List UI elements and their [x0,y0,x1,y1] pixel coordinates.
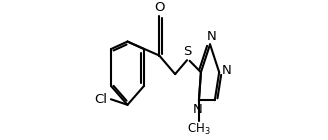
Text: N: N [207,30,216,43]
Text: N: N [193,103,202,116]
Text: Cl: Cl [94,93,108,106]
Text: O: O [154,1,164,14]
Text: CH$_3$: CH$_3$ [187,122,211,137]
Text: S: S [183,45,192,58]
Text: N: N [222,64,232,77]
